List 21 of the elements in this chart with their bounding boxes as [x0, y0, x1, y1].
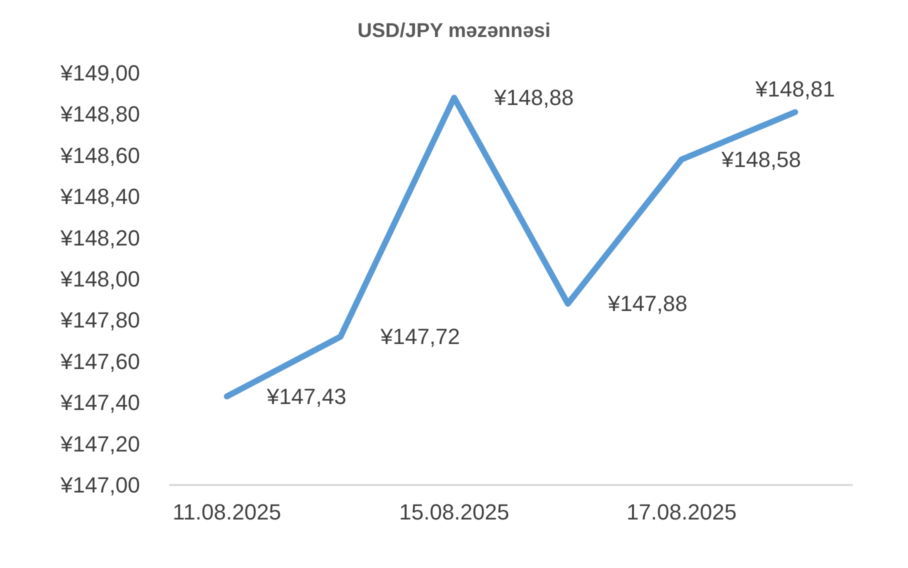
y-tick-label: ¥149,00	[59, 60, 140, 86]
y-tick-label: ¥148,60	[59, 142, 140, 168]
y-tick-label: ¥148,80	[59, 102, 140, 127]
y-tick-label: ¥147,00	[59, 472, 140, 498]
data-label: ¥148,81	[754, 76, 835, 102]
y-tick-label: ¥147,60	[59, 348, 140, 374]
y-tick-label: ¥147,40	[59, 390, 140, 416]
x-tick-label: 17.08.2025	[626, 500, 737, 524]
data-label: ¥148,88	[493, 85, 574, 110]
y-tick-label: ¥148,20	[59, 225, 140, 250]
chart-title: USD/JPY məzənnəsi	[357, 20, 551, 42]
x-tick-label: 15.08.2025	[399, 500, 510, 524]
y-tick-label: ¥148,00	[59, 266, 140, 292]
y-tick-label: ¥148,40	[59, 184, 140, 210]
y-tick-label: ¥147,80	[59, 308, 140, 333]
data-label: ¥148,58	[720, 147, 802, 172]
x-tick-label: 11.08.2025	[172, 500, 282, 524]
y-tick-label: ¥147,20	[59, 431, 140, 456]
data-label: ¥147,72	[380, 324, 460, 350]
data-label: ¥147,88	[606, 291, 688, 316]
data-label: ¥147,43	[266, 384, 346, 409]
